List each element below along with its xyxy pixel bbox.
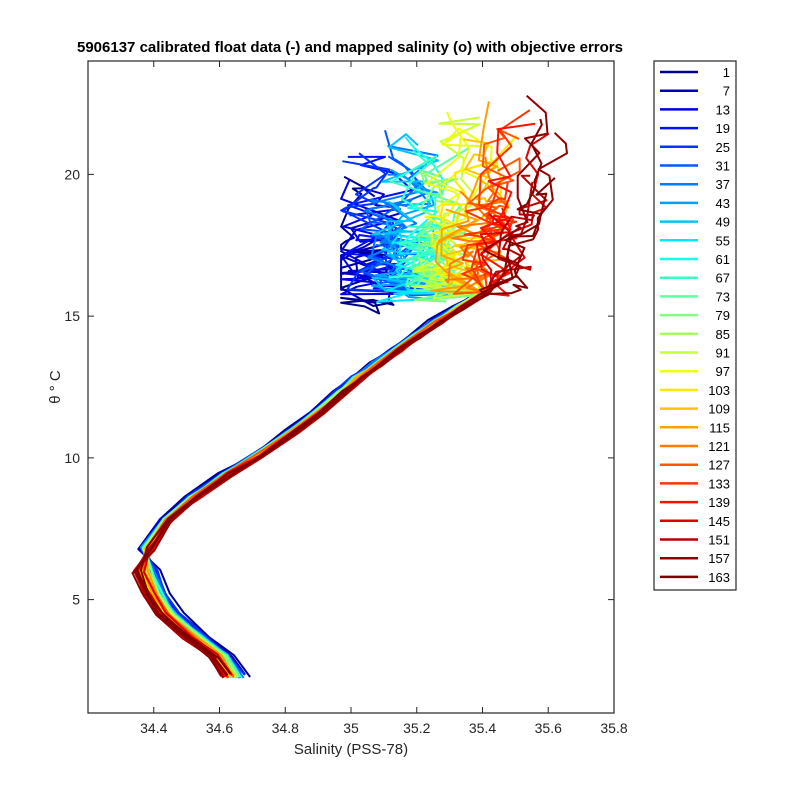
chart-title: 5906137 calibrated float data (-) and ma… — [77, 39, 623, 56]
x-tick-label: 34.8 — [272, 720, 299, 736]
x-tick-label: 35.8 — [600, 720, 627, 736]
legend-label: 151 — [708, 533, 730, 548]
legend-label: 127 — [708, 458, 730, 473]
legend-label: 7 — [723, 84, 730, 99]
y-tick-label: 15 — [64, 308, 80, 324]
legend-label: 91 — [716, 346, 730, 361]
legend-label: 103 — [708, 383, 730, 398]
x-tick-label: 35.6 — [535, 720, 562, 736]
legend-label: 55 — [716, 233, 730, 248]
legend-label: 139 — [708, 495, 730, 510]
legend-label: 19 — [716, 121, 730, 136]
y-tick-label: 20 — [64, 166, 80, 182]
y-tick-label: 10 — [64, 450, 80, 466]
x-tick-label: 35.4 — [469, 720, 496, 736]
legend-label: 133 — [708, 476, 730, 491]
legend-label: 85 — [716, 327, 730, 342]
legend-label: 157 — [708, 551, 730, 566]
legend: 1 7 13 19 25 31 37 43 49 55 61 67 73 79 85 91 97 103 109 11… — [660, 65, 730, 585]
x-tick-label: 34.6 — [206, 720, 233, 736]
legend-label: 79 — [716, 308, 730, 323]
legend-label: 31 — [716, 159, 730, 174]
y-axis-ticks: 5 10 15 20 — [64, 166, 614, 608]
x-tick-label: 34.4 — [140, 720, 167, 736]
legend-label: 67 — [716, 271, 730, 286]
legend-label: 49 — [716, 215, 730, 230]
legend-label: 61 — [716, 252, 730, 267]
legend-label: 97 — [716, 364, 730, 379]
legend-label: 13 — [716, 102, 730, 117]
legend-label: 1 — [723, 65, 730, 80]
legend-label: 25 — [716, 140, 730, 155]
legend-label: 109 — [708, 402, 730, 417]
x-axis-label: Salinity (PSS-78) — [294, 741, 408, 758]
x-tick-label: 35.2 — [403, 720, 430, 736]
legend-label: 43 — [716, 196, 730, 211]
profile-line — [135, 177, 556, 677]
profiles-group — [131, 94, 568, 679]
legend-label: 145 — [708, 514, 730, 529]
legend-label: 37 — [716, 177, 730, 192]
legend-label: 121 — [708, 439, 730, 454]
legend-label: 163 — [708, 570, 730, 585]
y-axis-label: θ ° C — [47, 370, 64, 404]
y-tick-label: 5 — [72, 592, 80, 608]
x-tick-label: 35 — [343, 720, 359, 736]
legend-label: 73 — [716, 289, 730, 304]
legend-label: 115 — [709, 420, 730, 435]
x-axis-ticks: 34.4 34.6 34.8 35 35.2 35.4 35.6 35.8 — [140, 61, 628, 736]
